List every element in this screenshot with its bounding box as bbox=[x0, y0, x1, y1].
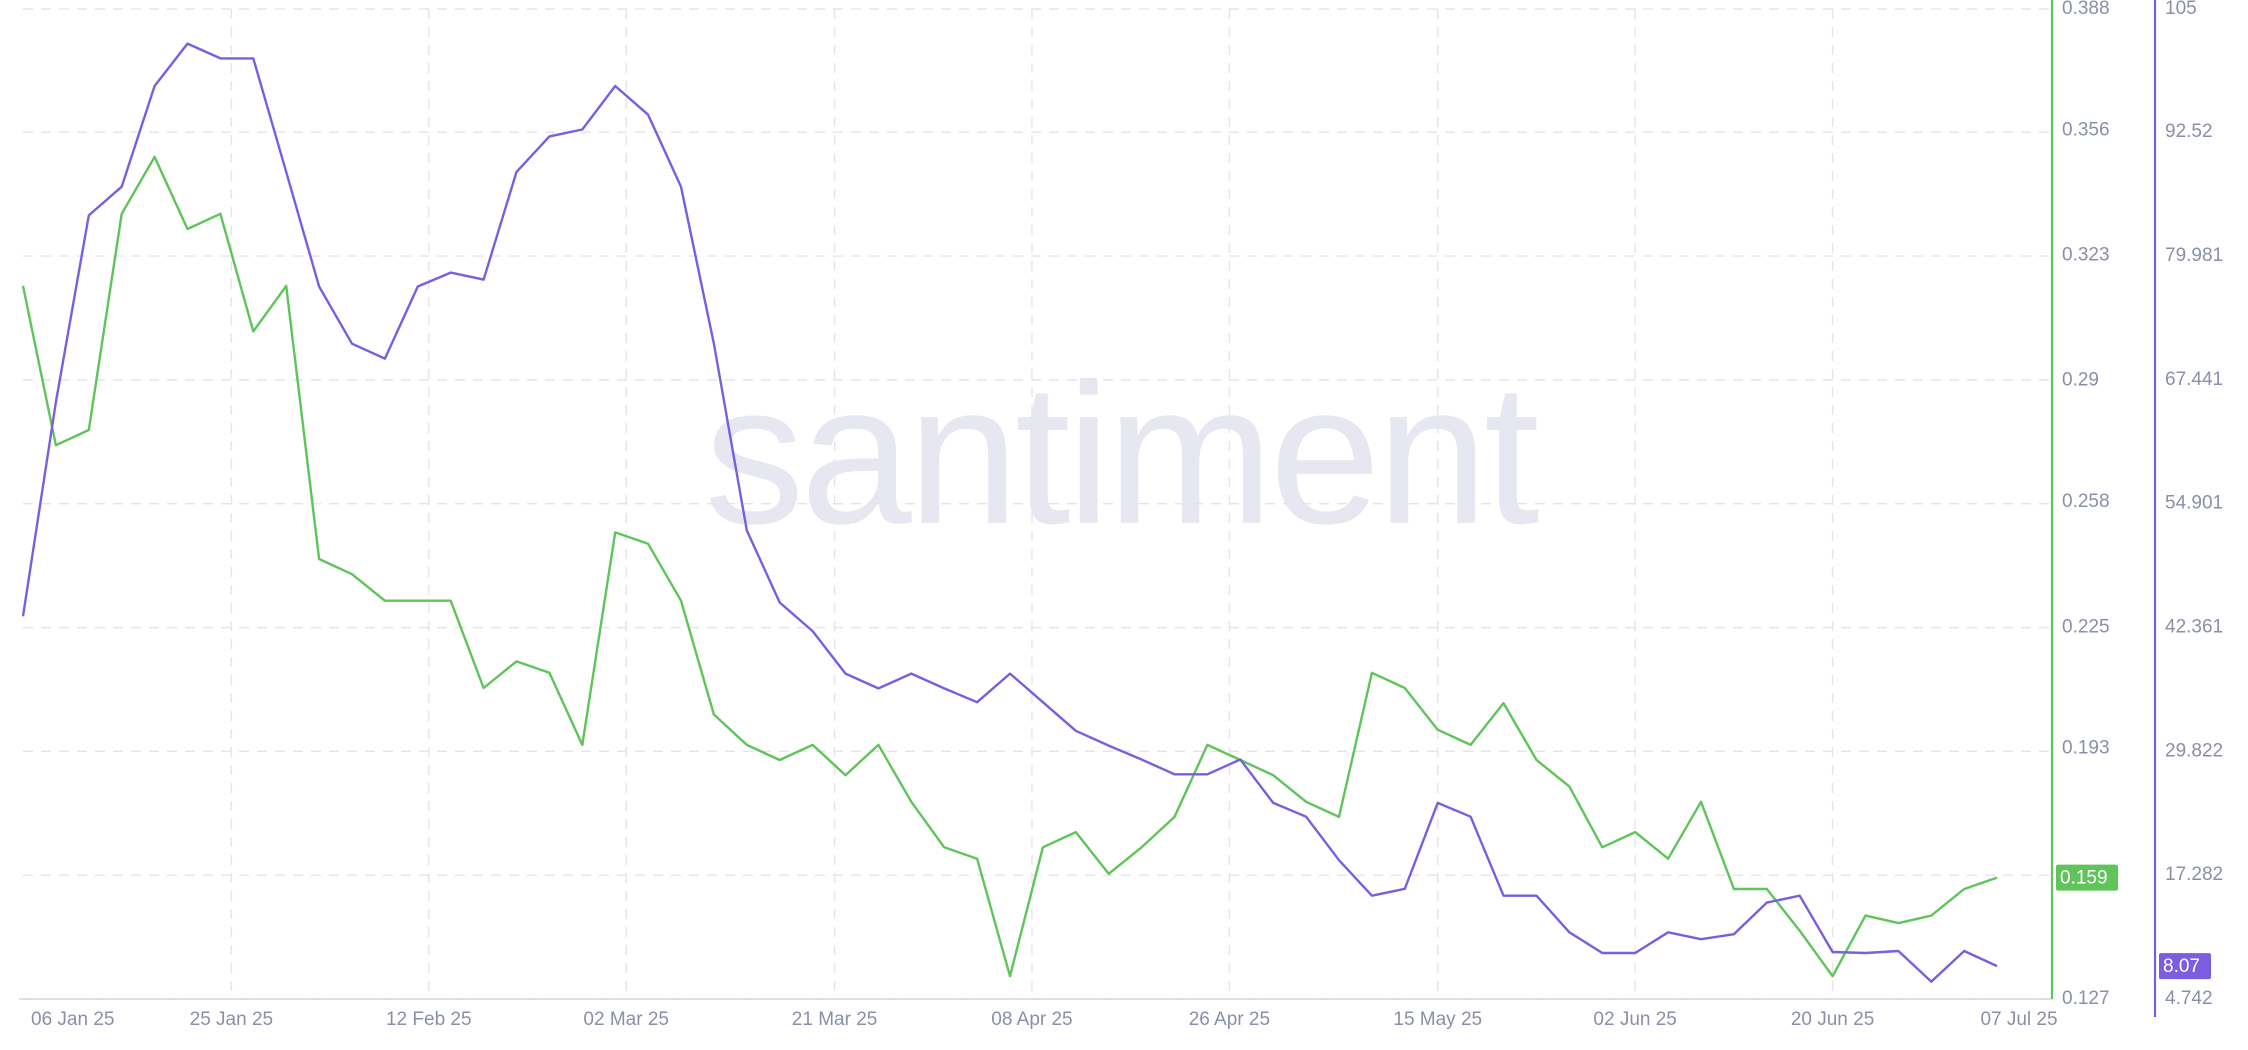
y-tick-label: 0.258 bbox=[2062, 491, 2110, 512]
x-tick-label: 21 Mar 25 bbox=[792, 1009, 878, 1030]
y2-tick-label: 92.52 bbox=[2165, 121, 2213, 142]
x-tick-label: 25 Jan 25 bbox=[190, 1009, 273, 1030]
x-tick-label: 20 Jun 25 bbox=[1791, 1009, 1874, 1030]
badge-bg bbox=[2159, 953, 2211, 980]
last-value-badge: 8.07 bbox=[2159, 953, 2211, 980]
series-line bbox=[21, 42, 1998, 983]
y-tick-label: 0.29 bbox=[2062, 370, 2099, 391]
badge-label: 8.07 bbox=[2163, 956, 2200, 977]
watermark: santiment bbox=[704, 343, 1539, 566]
y2-tick-label: 54.901 bbox=[2165, 493, 2223, 514]
y-tick-label: 0.323 bbox=[2062, 245, 2110, 266]
y2-tick-label: 105 bbox=[2165, 0, 2197, 19]
y2-tick-label: 4.742 bbox=[2165, 988, 2213, 1009]
x-tick-label: 12 Feb 25 bbox=[386, 1009, 472, 1030]
y-tick-label: 0.356 bbox=[2062, 119, 2110, 140]
y-tick-label: 0.127 bbox=[2062, 988, 2110, 1009]
y2-tick-label: 79.981 bbox=[2165, 245, 2223, 266]
y2-tick-label: 67.441 bbox=[2165, 369, 2223, 390]
y2-tick-label: 29.822 bbox=[2165, 740, 2223, 761]
x-tick-label: 02 Mar 25 bbox=[583, 1009, 669, 1030]
badge-label: 0.159 bbox=[2060, 868, 2108, 889]
y-tick-label: 0.225 bbox=[2062, 616, 2110, 637]
y2-tick-label: 42.361 bbox=[2165, 617, 2223, 638]
y-tick-label: 0.388 bbox=[2062, 0, 2110, 19]
x-tick-label: 07 Jul 25 bbox=[1980, 1009, 2057, 1030]
badge-bg bbox=[2056, 864, 2118, 891]
y-tick-label: 0.193 bbox=[2062, 738, 2110, 759]
x-tick-label: 08 Apr 25 bbox=[991, 1009, 1072, 1030]
series-line bbox=[21, 155, 1998, 978]
last-value-badge: 0.159 bbox=[2056, 864, 2118, 891]
y2-tick-label: 17.282 bbox=[2165, 864, 2223, 885]
x-tick-label: 26 Apr 25 bbox=[1189, 1009, 1270, 1030]
x-tick-label: 02 Jun 25 bbox=[1593, 1009, 1676, 1030]
x-tick-label: 06 Jan 25 bbox=[31, 1009, 114, 1030]
x-tick-label: 15 May 25 bbox=[1393, 1009, 1482, 1030]
